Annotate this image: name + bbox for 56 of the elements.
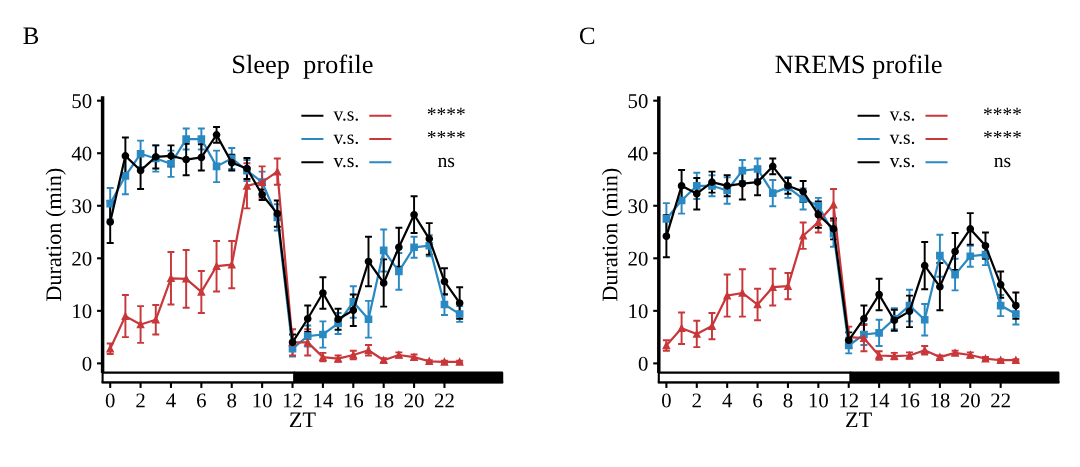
annotation: ****: [983, 107, 1021, 115]
x-axis-title: ZT: [846, 412, 872, 428]
y-tick-label: 20: [628, 251, 648, 266]
x-tick-label: 10: [253, 393, 272, 408]
x-tick-label: 8: [227, 393, 237, 408]
annotation: v.s.: [333, 157, 358, 168]
x-tick-label: 2: [136, 393, 145, 408]
x-tick-label: 18: [375, 393, 394, 408]
x-tick-label: 10: [809, 393, 828, 408]
x-tick-label: 16: [900, 393, 920, 408]
x-tick-label: 4: [166, 393, 176, 408]
annotation: v.s.: [333, 111, 358, 121]
x-tick-label: 4: [722, 393, 733, 408]
annotation: v.s.: [889, 157, 915, 168]
y-axis-title: Duration (min): [45, 168, 66, 301]
x-tick-label: 22: [434, 393, 454, 408]
y-tick-label: 30: [72, 199, 92, 214]
x-tick-label: 0: [661, 393, 671, 408]
x-tick-label: 6: [753, 393, 763, 408]
y-tick-label: 30: [628, 199, 648, 214]
annotation: v.s.: [889, 111, 915, 121]
chart-title: NREMS profile: [775, 54, 942, 79]
x-tick-label: 2: [692, 393, 701, 408]
y-tick-label: 0: [638, 356, 648, 371]
y-tick-label: 50: [628, 94, 648, 109]
x-tick-label: 6: [197, 393, 206, 408]
x-tick-label: 12: [283, 393, 302, 408]
annotation: ****: [983, 130, 1021, 139]
y-tick-label: 10: [73, 304, 92, 319]
annotation: ns: [994, 157, 1011, 168]
y-tick-label: 0: [82, 356, 92, 371]
y-tick-label: 10: [629, 304, 648, 319]
x-tick-label: 22: [991, 393, 1010, 408]
x-tick-label: 20: [404, 393, 424, 408]
annotation: ****: [427, 107, 465, 115]
x-tick-label: 20: [960, 393, 980, 408]
x-tick-label: 8: [783, 393, 793, 408]
annotation: v.s.: [333, 134, 358, 144]
x-tick-label: 14: [870, 393, 890, 408]
x-tick-label: 14: [314, 393, 333, 408]
y-tick-label: 50: [72, 94, 92, 109]
chart-title: Sleep profile: [233, 54, 373, 79]
annotation: v.s.: [889, 134, 915, 144]
y-tick-label: 40: [627, 146, 648, 161]
x-tick-label: 18: [931, 393, 950, 408]
y-tick-label: 40: [71, 146, 92, 161]
x-tick-label: 16: [344, 393, 364, 408]
y-axis-title: Duration (min): [601, 168, 622, 301]
y-tick-label: 20: [72, 251, 92, 266]
x-tick-label: 12: [840, 393, 858, 408]
x-axis-title: ZT: [289, 412, 316, 428]
text: C: [579, 27, 595, 45]
x-tick-label: 0: [105, 393, 115, 408]
annotation: ****: [427, 130, 465, 139]
annotation: ns: [438, 157, 455, 168]
text: B: [23, 27, 39, 45]
